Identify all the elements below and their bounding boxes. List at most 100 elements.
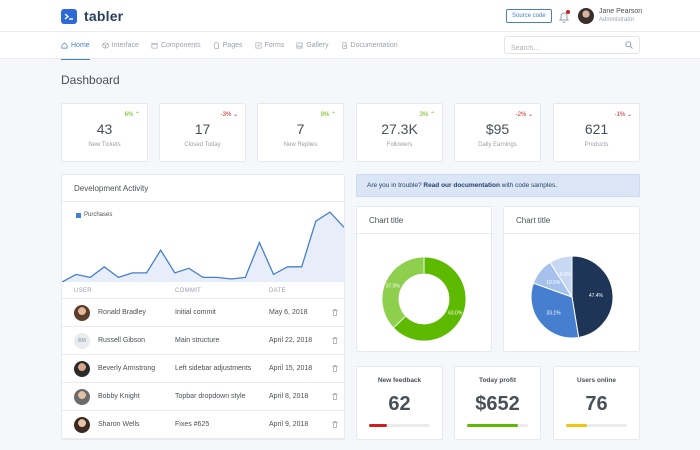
purchases-area — [62, 212, 344, 282]
docs-alert: Are you in trouble? Read our documentati… — [356, 174, 640, 197]
summary-value: $652 — [475, 393, 520, 415]
stat-change: 9% ⌃ — [320, 112, 336, 118]
slice-label: 9.0% — [560, 272, 572, 278]
nav-tab-label: Home — [71, 42, 90, 49]
stat-change: 3% ⌃ — [419, 112, 435, 118]
stat-change: -1% ⌄ — [614, 112, 632, 118]
avatar: BM — [74, 332, 90, 349]
commit-cell: Left sidebar adjustments — [175, 365, 252, 372]
chart-legend: Purchases — [76, 212, 112, 218]
trash-icon — [332, 421, 338, 428]
search-icon[interactable] — [625, 41, 633, 49]
user-name: Sharon Wells — [98, 421, 140, 428]
nav-tab-label: Pages — [222, 42, 243, 49]
stat-label: Followers — [386, 142, 413, 148]
file-text-icon — [341, 42, 348, 49]
stat-value: 27.3K — [381, 121, 418, 137]
stat-label: New Tickets — [88, 142, 121, 148]
user-name: Russell Gibson — [98, 337, 146, 344]
nav-tab-forms[interactable]: Forms — [255, 32, 284, 59]
nav-tab-components[interactable]: Components — [151, 32, 201, 59]
column-header-date: DATE — [269, 287, 286, 294]
column-header-commit: COMMIT — [175, 287, 202, 294]
date-cell: April 8, 2018 — [269, 393, 309, 400]
pie-slice[interactable] — [530, 282, 580, 339]
pie-slice[interactable] — [571, 255, 614, 339]
delete-row-button[interactable] — [325, 421, 345, 428]
documentation-link[interactable]: Read our documentation — [423, 182, 500, 189]
donut-chart-card: Chart title 63.0% 37.0% — [356, 206, 492, 352]
table-header: USER COMMIT DATE — [62, 283, 345, 299]
notification-dot — [566, 10, 570, 14]
brand-name: tabler — [84, 8, 124, 24]
stat-value: 17 — [194, 121, 211, 137]
avatar — [74, 416, 90, 433]
source-code-button[interactable]: Source code — [506, 9, 552, 23]
commits-table: USER COMMIT DATE Ronald Bradley Initial c… — [62, 283, 345, 439]
file-icon — [213, 42, 220, 49]
delete-row-button[interactable] — [325, 309, 345, 316]
nav-tab-home[interactable]: Home — [61, 32, 90, 60]
chevron-down-icon: ⌄ — [626, 112, 632, 118]
notifications-bell-icon[interactable] — [558, 10, 570, 23]
progress-fill — [369, 424, 388, 427]
card-title: Development Activity — [62, 175, 344, 202]
slice-label: 37.0% — [386, 283, 401, 289]
stat-value: $95 — [485, 121, 510, 137]
trash-icon — [332, 393, 338, 400]
user-name: Ronald Bradley — [98, 309, 146, 316]
slice-label: 33.1% — [546, 310, 561, 316]
stat-change: -2% ⌄ — [515, 112, 533, 118]
pie-slice[interactable] — [549, 255, 573, 299]
stat-card: -1% ⌄ 621 Products — [553, 103, 640, 162]
commit-cell: Topbar dropdown style — [175, 393, 246, 400]
donut-chart: 63.0% 37.0% — [381, 256, 467, 342]
delete-row-button[interactable] — [325, 337, 345, 344]
pie-chart-card: Chart title 47.4% 33.1% 10.5% 9.0% — [503, 206, 640, 352]
summary-title: New feedback — [377, 377, 422, 384]
nav-tab-pages[interactable]: Pages — [213, 32, 243, 59]
pie-slice[interactable] — [381, 256, 425, 329]
box-icon — [102, 42, 109, 49]
nav-tab-documentation[interactable]: Documentation — [341, 32, 398, 59]
user-cell: Ronald Bradley — [62, 304, 175, 321]
chevron-up-icon: ⌃ — [134, 112, 140, 118]
summary-card: Users online 76 — [553, 366, 640, 440]
brand-logo[interactable]: tabler — [61, 8, 123, 24]
nav-tab-gallery[interactable]: Gallery — [296, 32, 329, 59]
stat-card: -2% ⌄ $95 Daily Earnings — [454, 103, 541, 162]
delete-row-button[interactable] — [325, 393, 345, 400]
date-cell: April 9, 2018 — [269, 421, 309, 428]
summary-value: 76 — [585, 393, 608, 415]
user-role: Administrator — [599, 17, 635, 23]
pie-slice[interactable] — [392, 256, 467, 342]
search-box[interactable] — [504, 36, 640, 57]
user-name[interactable]: Jane Pearson — [599, 8, 643, 15]
delete-row-button[interactable] — [325, 365, 345, 372]
nav-tab-label: Interface — [111, 42, 139, 49]
nav-tab-interface[interactable]: Interface — [102, 32, 139, 59]
trash-icon — [332, 309, 338, 316]
trash-icon — [332, 365, 338, 372]
search-input[interactable] — [505, 40, 615, 57]
nav-tabs: Home Interface Components Pages Forms Gallery… — [61, 32, 398, 60]
card-title: Chart title — [504, 207, 639, 234]
table-row: Beverly Armstrong Left sidebar adjustment… — [62, 355, 345, 383]
chevron-up-icon: ⌃ — [330, 112, 336, 118]
date-cell: April 22, 2018 — [269, 337, 313, 344]
pie-chart: 47.4% 33.1% 10.5% 9.0% — [530, 255, 614, 339]
user-cell: Beverly Armstrong — [62, 360, 175, 377]
stat-label: Closed Today — [184, 142, 221, 148]
chevron-up-icon: ⌃ — [429, 112, 435, 118]
user-avatar[interactable] — [578, 8, 594, 24]
table-row: Bobby Knight Topbar dropdown style April 8… — [62, 383, 345, 411]
column-header-user: USER — [74, 287, 92, 294]
progress-bar — [369, 424, 430, 427]
progress-bar — [566, 424, 627, 427]
legend-label: Purchases — [84, 212, 113, 218]
stat-card: 3% ⌃ 27.3K Followers — [356, 103, 443, 162]
stat-change: -3% ⌄ — [220, 112, 238, 118]
home-icon — [61, 42, 68, 49]
date-cell: May 6, 2018 — [269, 309, 308, 316]
slice-label: 10.5% — [546, 280, 561, 286]
